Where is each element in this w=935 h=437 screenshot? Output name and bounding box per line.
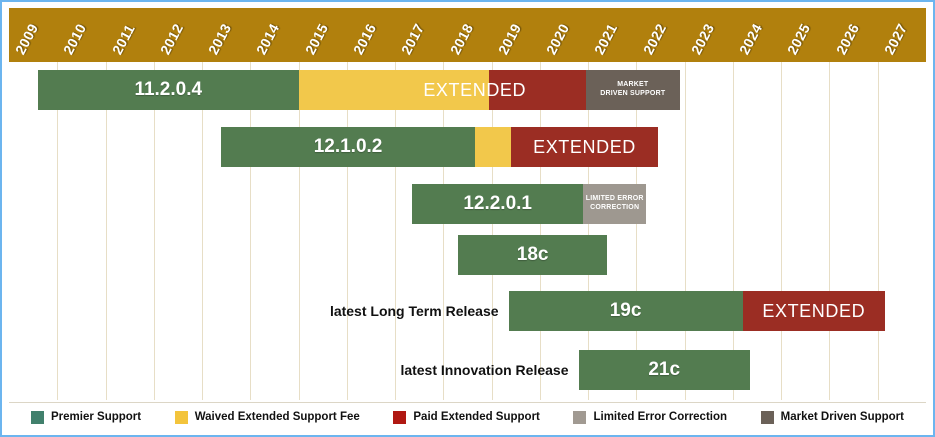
legend-item-paid-extended-support: Paid Extended Support xyxy=(393,410,540,424)
bar-label: 12.2.0.1 xyxy=(463,193,532,214)
gridline xyxy=(395,62,397,400)
gridline xyxy=(298,62,300,400)
gridline xyxy=(684,62,686,400)
bar-segment-premier: 11.2.0.4 xyxy=(37,70,299,110)
gridline xyxy=(346,62,348,400)
year-label-2022: 2022 xyxy=(639,20,669,57)
gridline xyxy=(539,62,541,400)
legend-label: Market Driven Support xyxy=(780,411,904,423)
gridline xyxy=(57,62,59,400)
grid xyxy=(9,62,926,400)
timeline-row-21c: latest Innovation Release 21c xyxy=(9,350,926,390)
year-label-2019: 2019 xyxy=(494,20,524,57)
year-label-2010: 2010 xyxy=(60,20,90,57)
year-label-2012: 2012 xyxy=(156,20,187,57)
year-label-2017: 2017 xyxy=(398,20,428,57)
gridline xyxy=(491,62,493,400)
bar-label: 18c xyxy=(516,244,549,265)
legend-color-swatch xyxy=(31,410,44,424)
year-label-2018: 2018 xyxy=(446,20,476,57)
gridline xyxy=(877,62,879,400)
bar-segment-paid: EXTENDED xyxy=(742,291,885,331)
year-label-2014: 2014 xyxy=(253,20,283,57)
bar-segment-premier: 18c xyxy=(457,235,608,275)
bar-label: EXTENDED xyxy=(762,300,866,321)
bar-segment-premier: 21c xyxy=(578,350,750,390)
year-label-2020: 2020 xyxy=(542,20,573,57)
legend-label: Premier Support xyxy=(51,411,142,423)
bar-label: 21c xyxy=(648,359,681,380)
year-label-2026: 2026 xyxy=(832,20,862,57)
timeline-row-12.2.0.1: 12.2.0.1 LIMITED ERROR CORRECTION xyxy=(9,184,926,224)
gridline xyxy=(781,62,783,400)
timeline-row-11.2.0.4: 11.2.0.4 MARKET DRIVEN SUPPORT EXTENDED xyxy=(9,70,926,110)
bar-label: MARKET DRIVEN SUPPORT xyxy=(600,81,666,97)
bar-label: 12.1.0.2 xyxy=(313,136,383,157)
gridline xyxy=(153,62,155,400)
bar-segment-waived xyxy=(474,127,511,167)
gridline xyxy=(105,62,107,400)
legend-item-waived-extended-support-fee: Waived Extended Support Fee xyxy=(174,410,360,424)
legend-label: Paid Extended Support xyxy=(413,411,540,423)
bar-label: 19c xyxy=(609,300,642,321)
gridline xyxy=(636,62,638,400)
legend-color-swatch xyxy=(573,410,587,424)
rows: 11.2.0.4 MARKET DRIVEN SUPPORT EXTENDED 12.… xyxy=(9,62,926,400)
bar-segment-premier: 12.2.0.1 xyxy=(411,184,584,224)
gridline xyxy=(588,62,590,400)
bar-segment-paid: EXTENDED xyxy=(510,127,659,167)
gridline xyxy=(250,62,252,400)
year-label-2013: 2013 xyxy=(205,20,235,57)
gridline xyxy=(732,62,734,400)
bar-segment-waived xyxy=(298,70,490,110)
timeline-row-18c: 18c xyxy=(9,235,926,275)
bar-segment-limited: LIMITED ERROR CORRECTION xyxy=(583,184,647,224)
bar-label: 11.2.0.4 xyxy=(134,79,203,100)
year-label-2009: 2009 xyxy=(11,20,42,57)
legend-label: Waived Extended Support Fee xyxy=(194,411,360,423)
legend: Premier Support Waived Extended Support F… xyxy=(9,402,926,431)
row-prefix-label: latest Long Term Release xyxy=(329,303,499,319)
bar-segment-market: MARKET DRIVEN SUPPORT xyxy=(585,70,680,110)
year-band: 2009 2010 2011 2012 2013 2014 2015 2016 2017 2018… xyxy=(9,8,926,62)
legend-color-swatch xyxy=(760,410,774,424)
bar-label: LIMITED ERROR CORRECTION xyxy=(585,195,644,211)
timeline-row-12.1.0.2: 12.1.0.2 EXTENDED xyxy=(9,127,926,167)
bar-segment-paid xyxy=(489,70,586,110)
gridline xyxy=(829,62,831,400)
year-label-2015: 2015 xyxy=(301,20,331,57)
legend-item-market-driven-support: Market Driven Support xyxy=(760,410,904,424)
timeline-row-19c: latest Long Term Release 19c EXTENDED xyxy=(9,291,926,331)
bar-segment-premier: 12.1.0.2 xyxy=(221,127,475,167)
year-label-2027: 2027 xyxy=(880,20,911,57)
bar-segment-premier: 19c xyxy=(508,291,743,331)
year-label-2016: 2016 xyxy=(349,20,380,57)
legend-color-swatch xyxy=(174,410,188,424)
year-label-2011: 2011 xyxy=(108,21,138,57)
bar-label: EXTENDED xyxy=(533,136,636,157)
year-label-2025: 2025 xyxy=(784,20,814,57)
year-label-2024: 2024 xyxy=(735,20,766,57)
gridline xyxy=(443,62,445,400)
year-label-2023: 2023 xyxy=(687,20,718,57)
legend-item-premier-support: Premier Support xyxy=(31,410,142,424)
chart-area: 11.2.0.4 MARKET DRIVEN SUPPORT EXTENDED 12.… xyxy=(9,62,926,400)
legend-item-limited-error-correction: Limited Error Correction xyxy=(573,410,728,424)
year-label-2021: 2021 xyxy=(591,20,621,57)
legend-label: Limited Error Correction xyxy=(593,411,728,423)
legend-color-swatch xyxy=(393,410,407,424)
row-prefix-label: latest Innovation Release xyxy=(400,362,569,378)
gridline xyxy=(202,62,204,400)
